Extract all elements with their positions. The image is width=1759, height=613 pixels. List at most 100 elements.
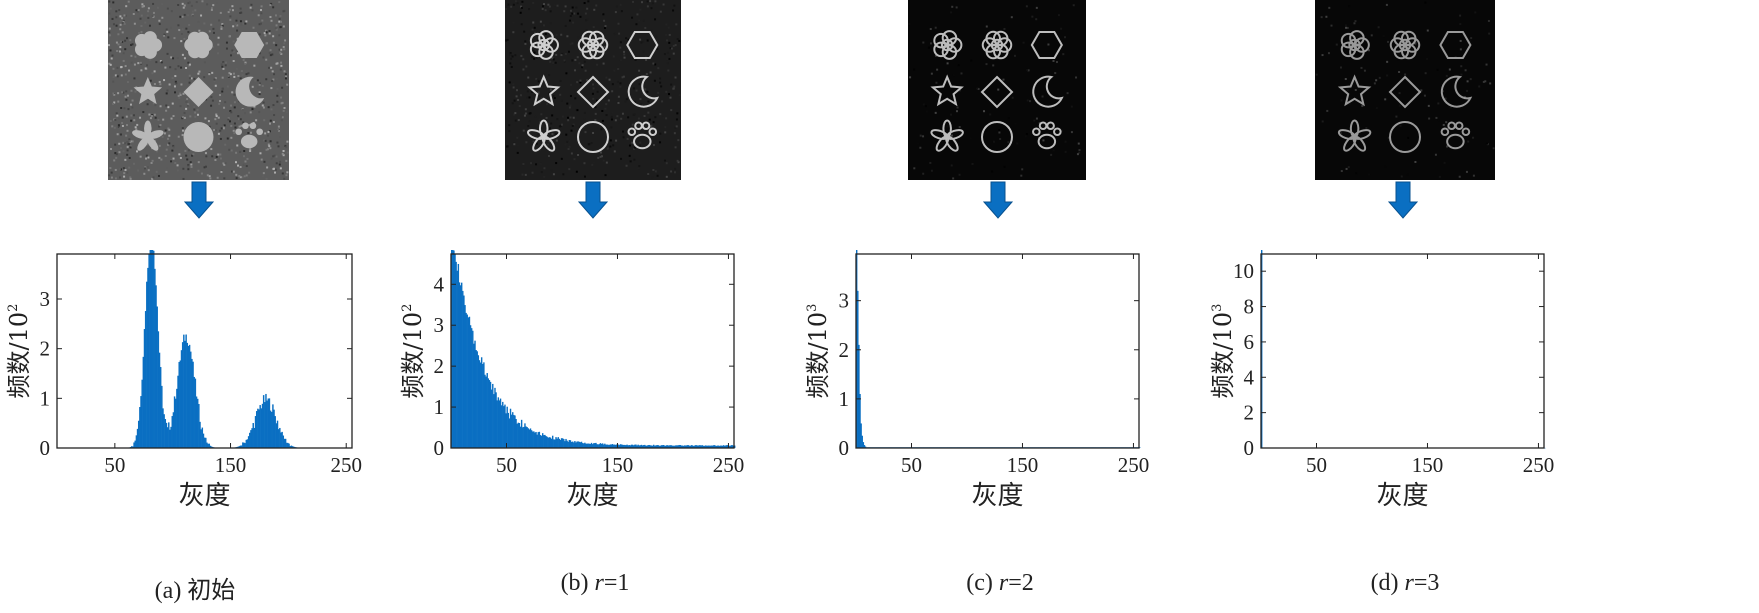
shape-hexagon [1439, 31, 1472, 59]
x-tick-label: 250 [330, 453, 362, 477]
histogram-bar [676, 445, 678, 448]
histogram-bar [604, 443, 606, 448]
x-axis-label: 灰度 [178, 481, 230, 511]
histogram-bar [505, 413, 507, 448]
shape-paw [235, 122, 263, 149]
histogram-bar [200, 429, 202, 448]
histogram-bar [254, 416, 257, 448]
histogram-bar [489, 381, 492, 448]
histogram-bar [666, 445, 668, 448]
histogram-bar [579, 442, 582, 448]
histogram-bar [557, 437, 559, 448]
shape-paw [627, 121, 658, 150]
histogram-bar [268, 398, 271, 448]
histogram-bar [198, 404, 200, 448]
histogram-bar [168, 422, 170, 448]
histogram-bar [161, 385, 163, 448]
histogram-bar [646, 445, 648, 448]
histogram-bar [244, 443, 246, 448]
histogram-bar [498, 400, 501, 448]
histogram-bar [252, 423, 254, 448]
histogram-bar [643, 445, 645, 448]
histogram-bar [480, 357, 483, 448]
caption-b: (b) r=1 [560, 570, 630, 596]
histogram-bar [462, 290, 464, 448]
histogram-bar [276, 420, 279, 448]
histogram-bar [474, 340, 476, 448]
histogram-bar [692, 445, 695, 448]
histogram-bar [468, 316, 471, 448]
histogram-bar [687, 445, 689, 448]
shape-star [526, 74, 561, 107]
shape-hexagon [234, 32, 265, 58]
histogram-bar [166, 427, 169, 448]
histogram-bar [246, 439, 249, 448]
histogram-bar [193, 376, 195, 448]
histogram-bar [287, 442, 289, 448]
histogram-bar [608, 444, 610, 448]
histogram-bar [720, 445, 723, 448]
histogram-bar [459, 285, 462, 448]
histogram-bar [165, 422, 168, 448]
histogram-bar [289, 446, 291, 448]
histogram-bar [725, 445, 727, 448]
histogram-bar [153, 250, 155, 448]
histogram-bar [609, 444, 612, 448]
histogram-bar [649, 445, 652, 448]
y-tick-label: 2 [434, 354, 445, 378]
histogram-bar [603, 444, 605, 448]
histogram-bar [249, 432, 251, 448]
histogram-bar [641, 445, 644, 448]
histogram-bar [210, 446, 213, 448]
histogram-initial: 0 1 2 3 50 150 250 灰度 频数/102 [5, 250, 362, 511]
histogram-bar [859, 393, 861, 448]
histogram-bar [607, 444, 609, 448]
y-axis-label: 频数/103 [805, 304, 832, 399]
histogram-bar [288, 443, 290, 448]
histogram-bar [483, 362, 485, 448]
histogram-bar [156, 306, 158, 448]
histogram-bar [281, 431, 283, 448]
histogram-bar [504, 404, 506, 448]
shape-asterisk [526, 119, 561, 152]
histogram-bar [238, 446, 241, 448]
y-tick-label: 6 [1244, 330, 1255, 354]
histogram-bar [701, 445, 704, 448]
histogram-bar [580, 441, 583, 448]
histogram-bar [659, 445, 662, 448]
histogram-bar [275, 423, 278, 448]
histogram-bar [537, 432, 539, 448]
histogram-bar [594, 443, 596, 448]
histogram-bar [187, 345, 190, 448]
histogram-bar [291, 446, 294, 448]
y-tick-label: 2 [40, 337, 51, 361]
histogram-bar [502, 401, 504, 448]
x-tick-label: 250 [1118, 453, 1150, 477]
histogram-bar [529, 428, 532, 448]
panel-d: 0 2 4 6 8 10 50 150 250 灰度 频数/103 (d) r=3 [1210, 0, 1640, 613]
histogram-bar [190, 351, 192, 448]
histogram-bar [482, 363, 484, 448]
histogram-bar [154, 268, 156, 448]
histogram-bar [564, 441, 566, 448]
panel-c: 0 1 2 3 50 150 250 灰度 频数/103 (c) r=2 [805, 0, 1235, 613]
histogram-bar [861, 435, 863, 448]
image-initial [108, 0, 289, 180]
histogram-bar [560, 438, 563, 448]
histogram-bar [674, 445, 676, 448]
x-axis-label: 灰度 [971, 481, 1023, 511]
histogram-bar [284, 438, 287, 448]
histogram-bar [490, 389, 493, 448]
histogram-bar [696, 445, 698, 448]
shape-paw [1032, 121, 1062, 150]
plot-frame [56, 253, 353, 449]
histogram-bar [610, 444, 613, 448]
histogram-bar [623, 444, 625, 448]
histogram-bar [679, 445, 682, 448]
histogram-bar [595, 442, 597, 448]
histogram-bar [492, 383, 494, 448]
histogram-bar [591, 444, 594, 448]
shape-flower5 [933, 30, 963, 60]
histogram-bar [269, 410, 272, 448]
histogram-bar [597, 444, 599, 448]
